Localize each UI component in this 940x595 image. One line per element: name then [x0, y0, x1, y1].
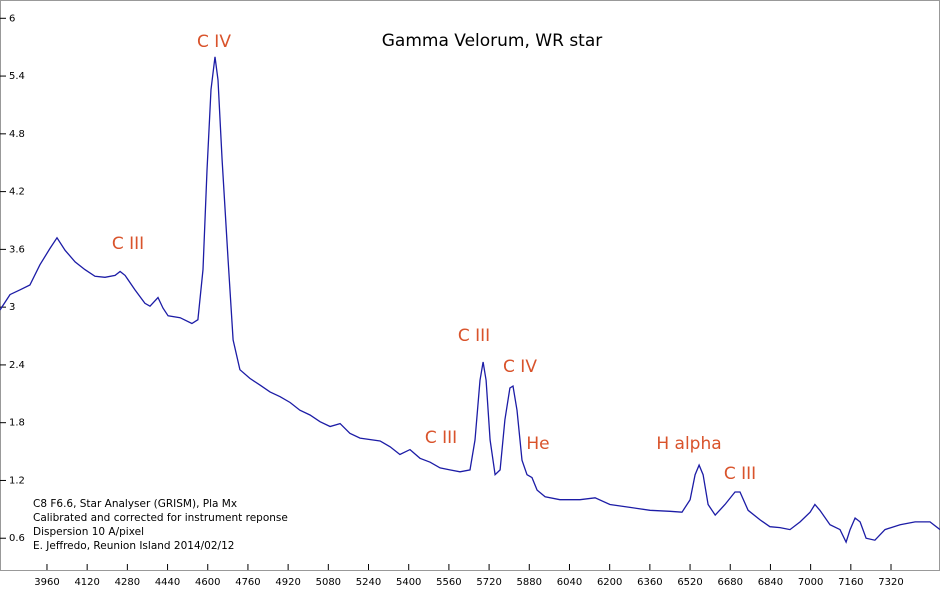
- x-tick-label: 6040: [557, 577, 582, 588]
- x-tick-label: 5560: [436, 577, 461, 588]
- x-tick-label: 6520: [677, 577, 702, 588]
- x-tick-label: 4280: [115, 577, 140, 588]
- y-tick-label: 2.4: [9, 360, 25, 371]
- y-tick-label: 0.6: [9, 533, 25, 544]
- x-tick-label: 6680: [718, 577, 743, 588]
- annotation: C IV: [197, 32, 231, 52]
- y-tick-label: 1.2: [9, 475, 25, 486]
- y-tick-label: 4.2: [9, 187, 25, 198]
- x-tick-label: 6200: [597, 577, 622, 588]
- x-tick-label: 4440: [155, 577, 180, 588]
- annotation: C III: [724, 464, 756, 484]
- x-tick-label: 5240: [356, 577, 381, 588]
- x-tick-label: 4120: [74, 577, 99, 588]
- plot-frame: [0, 0, 940, 571]
- x-tick-label: 3960: [34, 577, 59, 588]
- note: C8 F6.6, Star Analyser (GRISM), Pla Mx: [33, 498, 237, 510]
- note: E. Jeffredo, Reunion Island 2014/02/12: [33, 540, 234, 552]
- annotation: C III: [112, 234, 144, 254]
- annotation: H alpha: [656, 434, 721, 454]
- annotation: He: [526, 434, 549, 454]
- x-tick-label: 5080: [316, 577, 341, 588]
- x-tick-label: 7320: [878, 577, 903, 588]
- y-tick-label: 4.8: [9, 129, 25, 140]
- x-tick-label: 4920: [275, 577, 300, 588]
- note: Dispersion 10 A/pixel: [33, 526, 144, 538]
- x-tick-label: 7160: [838, 577, 863, 588]
- note: Calibrated and corrected for instrument …: [33, 512, 288, 524]
- annotation: C III: [425, 428, 457, 448]
- y-tick-label: 6: [9, 13, 15, 24]
- x-tick-label: 5400: [396, 577, 421, 588]
- y-tick-label: 5.4: [9, 71, 25, 82]
- spectrum-line: [0, 56, 940, 544]
- y-tick-label: 3: [9, 302, 15, 313]
- chart-title: Gamma Velorum, WR star: [382, 31, 603, 51]
- annotation: C III: [458, 326, 490, 346]
- x-tick-label: 6840: [758, 577, 783, 588]
- x-tick-label: 5720: [476, 577, 501, 588]
- x-tick-label: 7000: [798, 577, 823, 588]
- annotation: C IV: [503, 357, 537, 377]
- x-tick-label: 4600: [195, 577, 220, 588]
- y-tick-label: 1.8: [9, 418, 25, 429]
- y-tick-label: 3.6: [9, 244, 25, 255]
- x-tick-label: 4760: [235, 577, 260, 588]
- x-tick-label: 5880: [517, 577, 542, 588]
- x-tick-label: 6360: [637, 577, 662, 588]
